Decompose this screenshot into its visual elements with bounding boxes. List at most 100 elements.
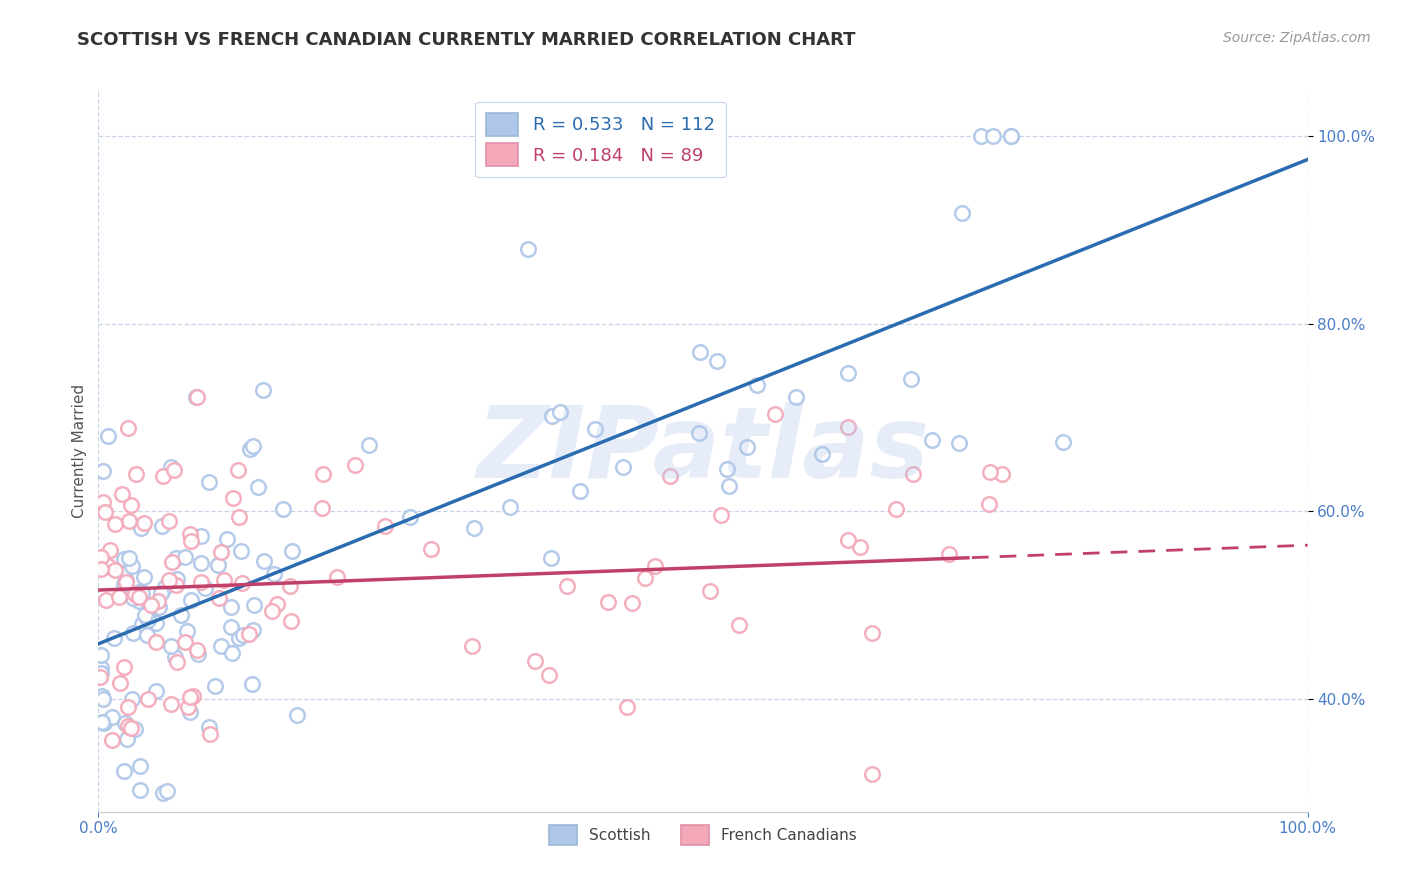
Point	[311, 501, 333, 516]
Point	[165, 551, 187, 566]
Point	[145, 615, 167, 630]
Point	[620, 596, 643, 610]
Point	[221, 646, 243, 660]
Point	[138, 601, 160, 615]
Point	[181, 689, 204, 703]
Point	[243, 599, 266, 613]
Point	[128, 594, 150, 608]
Point	[111, 487, 134, 501]
Point	[157, 515, 180, 529]
Point	[979, 465, 1001, 479]
Point	[121, 558, 143, 573]
Point	[152, 786, 174, 800]
Point	[616, 699, 638, 714]
Point	[134, 516, 156, 531]
Point	[90, 661, 112, 675]
Point	[103, 631, 125, 645]
Point	[548, 405, 571, 419]
Point	[118, 551, 141, 566]
Point	[148, 599, 170, 614]
Point	[160, 639, 183, 653]
Point	[266, 597, 288, 611]
Point	[247, 480, 270, 494]
Point	[179, 690, 201, 705]
Point	[252, 384, 274, 398]
Point	[179, 706, 201, 720]
Point	[231, 575, 253, 590]
Point	[89, 670, 111, 684]
Point	[810, 448, 832, 462]
Point	[238, 626, 260, 640]
Point	[145, 634, 167, 648]
Point	[128, 590, 150, 604]
Point	[190, 557, 212, 571]
Point	[242, 623, 264, 637]
Point	[152, 468, 174, 483]
Point	[688, 426, 710, 441]
Point	[540, 551, 562, 566]
Point	[516, 242, 538, 256]
Point	[198, 475, 221, 489]
Point	[96, 593, 118, 607]
Point	[112, 563, 135, 577]
Point	[263, 566, 285, 581]
Point	[200, 727, 222, 741]
Point	[312, 467, 335, 482]
Point	[94, 505, 117, 519]
Point	[938, 547, 960, 561]
Point	[970, 129, 993, 144]
Point	[204, 679, 226, 693]
Point	[91, 494, 114, 508]
Point	[108, 590, 131, 604]
Point	[837, 366, 859, 380]
Point	[131, 616, 153, 631]
Point	[253, 553, 276, 567]
Text: Source: ZipAtlas.com: Source: ZipAtlas.com	[1223, 31, 1371, 45]
Point	[100, 732, 122, 747]
Point	[98, 543, 121, 558]
Point	[239, 442, 262, 457]
Point	[150, 519, 173, 533]
Point	[136, 691, 159, 706]
Point	[419, 542, 441, 557]
Point	[612, 459, 634, 474]
Point	[163, 463, 186, 477]
Point	[568, 484, 591, 499]
Point	[104, 516, 127, 531]
Point	[886, 501, 908, 516]
Point	[190, 574, 212, 589]
Point	[180, 533, 202, 548]
Point	[125, 467, 148, 481]
Point	[136, 627, 159, 641]
Point	[901, 467, 924, 481]
Point	[136, 613, 159, 627]
Point	[398, 510, 420, 524]
Point	[120, 499, 142, 513]
Point	[540, 409, 562, 424]
Point	[209, 544, 232, 558]
Point	[112, 552, 135, 566]
Point	[121, 692, 143, 706]
Point	[207, 591, 229, 605]
Point	[173, 549, 195, 564]
Point	[1000, 129, 1022, 144]
Y-axis label: Currently Married: Currently Married	[72, 384, 87, 517]
Point	[190, 529, 212, 543]
Point	[699, 583, 721, 598]
Point	[463, 521, 485, 535]
Point	[131, 585, 153, 599]
Point	[134, 608, 156, 623]
Point	[633, 571, 655, 585]
Point	[785, 391, 807, 405]
Point	[524, 655, 547, 669]
Point	[117, 421, 139, 435]
Point	[156, 783, 179, 797]
Point	[706, 353, 728, 368]
Point	[215, 532, 238, 546]
Point	[90, 666, 112, 681]
Point	[242, 439, 264, 453]
Point	[114, 573, 136, 587]
Point	[359, 438, 381, 452]
Point	[160, 698, 183, 712]
Point	[950, 206, 973, 220]
